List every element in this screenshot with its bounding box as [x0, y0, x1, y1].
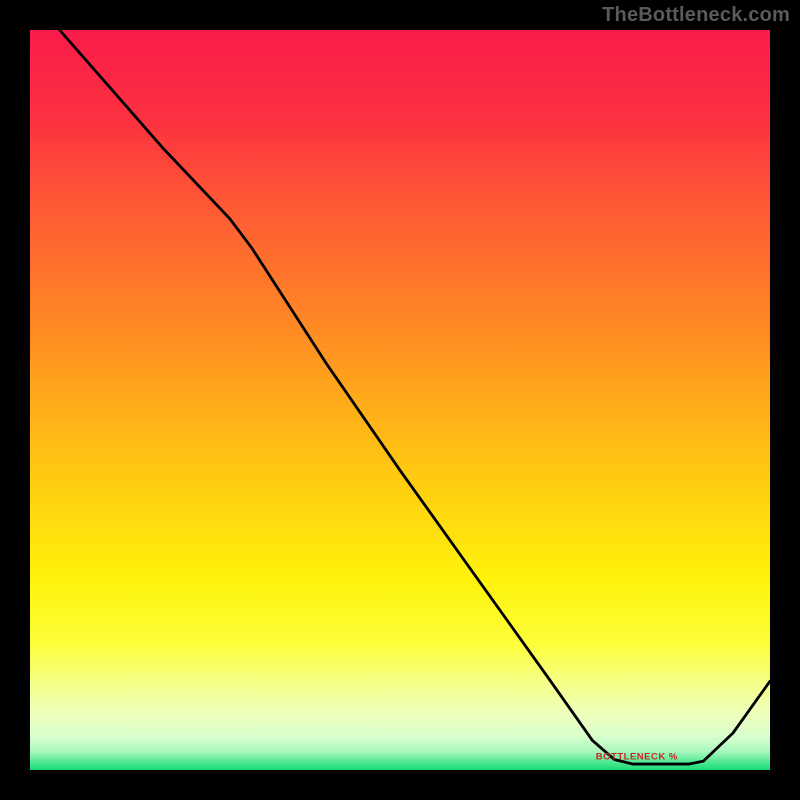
- chart-background: [30, 30, 770, 770]
- chart-container: TheBottleneck.com BOTTLENECK %: [0, 0, 800, 800]
- watermark-text: TheBottleneck.com: [602, 4, 790, 27]
- bottleneck-chart: [30, 30, 770, 770]
- footer-label: BOTTLENECK %: [596, 751, 678, 762]
